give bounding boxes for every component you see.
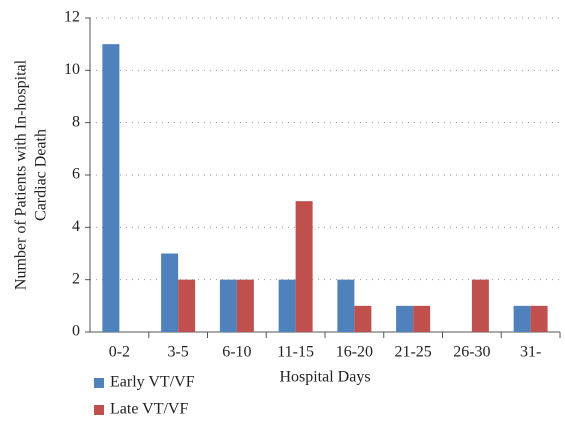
bar bbox=[513, 305, 531, 332]
y-tick-label: 6 bbox=[72, 166, 80, 183]
y-tick-label: 12 bbox=[64, 9, 80, 26]
bar bbox=[530, 305, 548, 332]
bar bbox=[236, 279, 254, 332]
x-tick-label: 31- bbox=[520, 344, 541, 361]
bar bbox=[354, 305, 372, 332]
y-tick-label: 0 bbox=[72, 323, 80, 340]
x-tick-label: 26-30 bbox=[453, 344, 490, 361]
y-tick-label: 4 bbox=[72, 218, 80, 235]
bar bbox=[161, 253, 179, 332]
y-tick-label: 2 bbox=[72, 270, 80, 287]
y-tick-label: 8 bbox=[72, 113, 80, 130]
x-tick-label: 21-25 bbox=[394, 344, 431, 361]
legend-swatch bbox=[94, 405, 104, 415]
y-tick-label: 10 bbox=[64, 61, 80, 78]
bar bbox=[396, 305, 414, 332]
x-axis-title: Hospital Days bbox=[279, 369, 370, 386]
bar bbox=[337, 279, 355, 332]
x-tick-label: 3-5 bbox=[167, 344, 188, 361]
bar bbox=[471, 279, 489, 332]
bar bbox=[278, 279, 296, 332]
x-tick-label: 0-2 bbox=[109, 344, 130, 361]
x-tick-label: 16-20 bbox=[336, 344, 373, 361]
x-tick-label: 11-15 bbox=[277, 344, 314, 361]
bar bbox=[413, 305, 431, 332]
bar bbox=[178, 279, 196, 332]
y-axis-title: Number of Patients with In-hospital bbox=[13, 59, 30, 290]
legend-label: Late VT/VF bbox=[110, 401, 188, 418]
legend-swatch bbox=[94, 378, 104, 388]
x-tick-label: 6-10 bbox=[222, 344, 251, 361]
bar bbox=[102, 44, 120, 333]
legend-label: Early VT/VF bbox=[110, 374, 195, 391]
bar bbox=[219, 279, 237, 332]
bar bbox=[295, 201, 313, 332]
y-axis-title: Cardiac Death bbox=[33, 129, 50, 221]
